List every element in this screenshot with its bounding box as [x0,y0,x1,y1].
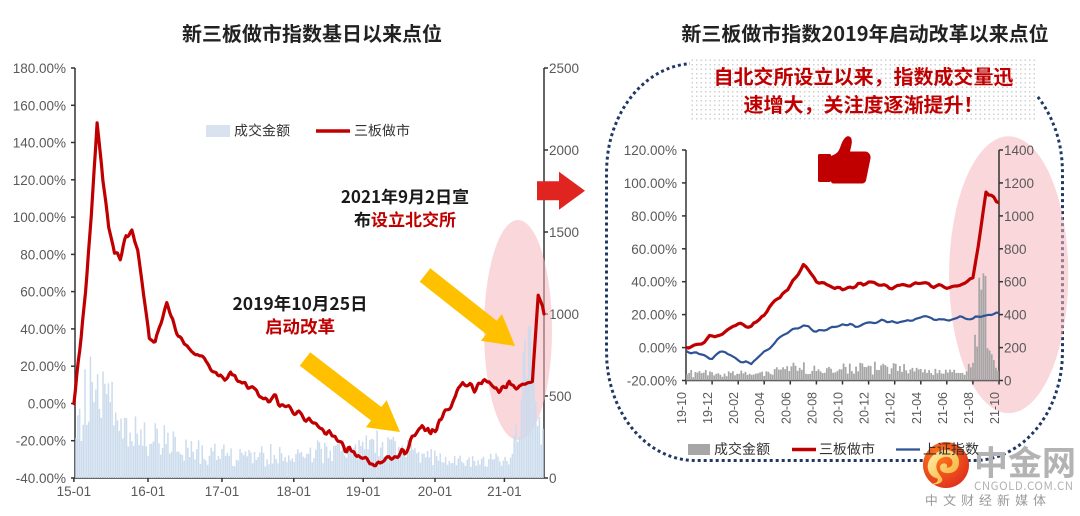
svg-text:上证指数: 上证指数 [923,439,979,459]
svg-text:19-12: 19-12 [701,392,715,424]
svg-text:800: 800 [1004,242,1027,257]
svg-text:-20.00%: -20.00% [627,374,677,389]
svg-text:21-08: 21-08 [962,392,976,424]
svg-text:20-04: 20-04 [753,392,767,424]
svg-text:120.00%: 120.00% [624,143,677,158]
svg-text:600: 600 [1004,275,1027,290]
svg-text:21-10: 21-10 [988,392,1002,424]
svg-text:20-12: 20-12 [858,392,872,424]
svg-text:200: 200 [1004,341,1027,356]
svg-text:成交金额: 成交金额 [714,439,770,459]
svg-text:1000: 1000 [1004,209,1034,224]
svg-text:20-08: 20-08 [805,392,819,424]
svg-text:21-02: 21-02 [884,392,898,424]
svg-text:400: 400 [1004,308,1027,323]
svg-text:20-02: 20-02 [727,392,741,424]
svg-text:0.00%: 0.00% [639,341,677,356]
svg-text:三板做市: 三板做市 [819,439,875,459]
svg-text:21-04: 21-04 [910,392,924,424]
svg-text:20.00%: 20.00% [631,308,677,323]
svg-text:1400: 1400 [1004,143,1034,158]
svg-text:0: 0 [1004,374,1012,389]
svg-text:40.00%: 40.00% [631,275,677,290]
svg-text:80.00%: 80.00% [631,209,677,224]
svg-text:20-10: 20-10 [832,392,846,424]
svg-text:60.00%: 60.00% [631,242,677,257]
svg-text:21-06: 21-06 [936,392,950,424]
svg-text:100.00%: 100.00% [624,176,677,191]
svg-text:20-06: 20-06 [779,392,793,424]
svg-text:1200: 1200 [1004,176,1034,191]
svg-text:19-10: 19-10 [675,392,689,424]
